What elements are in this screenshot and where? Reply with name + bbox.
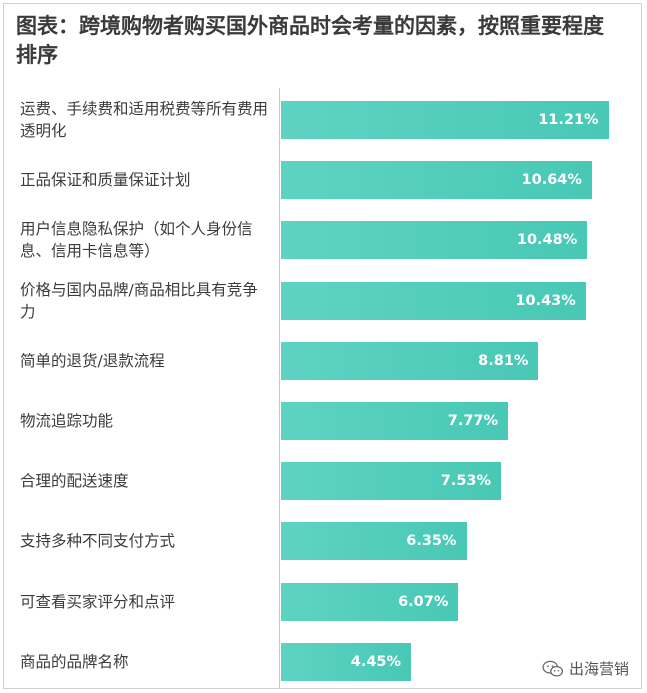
bar: 6.35% (281, 522, 467, 561)
bar: 4.45% (281, 642, 412, 681)
bar: 8.81% (281, 341, 539, 380)
bar: 10.48% (281, 221, 588, 260)
category-label: 合理的配送速度 (20, 472, 129, 491)
bar-value-label: 6.07% (398, 593, 449, 610)
chart-title: 图表：跨境购物者购买国外商品时会考量的因素，按照重要程度排序 (16, 14, 604, 67)
bar: 7.53% (281, 462, 502, 501)
bar-value-label: 11.21% (538, 112, 599, 128)
wechat-icon (542, 660, 564, 677)
category-label: 支持多种不同支付方式 (20, 532, 176, 551)
bar-value-label: 10.64% (521, 172, 582, 189)
category-label: 简单的退货/退款流程 (20, 351, 165, 370)
bar: 10.64% (281, 161, 592, 200)
watermark-text: 出海营销 (568, 660, 629, 678)
category-label: 正品保证和质量保证计划 (20, 171, 191, 190)
category-label: 商品的品牌名称 (20, 652, 129, 671)
bar-value-label: 8.81% (478, 352, 529, 369)
bar-value-label: 10.43% (515, 292, 576, 309)
category-axis-line (279, 88, 280, 688)
watermark: 出海营销 (541, 658, 629, 679)
category-label: 运费、手续费和适用税费等所有费用透明化 (20, 100, 269, 140)
bar-value-label: 4.45% (350, 653, 402, 670)
bar: 7.77% (281, 402, 509, 440)
bar: 11.21% (281, 101, 609, 139)
category-label: 价格与国内品牌/商品相比具有竞争力 (20, 280, 258, 321)
category-label: 用户信息隐私保护（如个人身份信息、信用卡信息等） (20, 220, 253, 261)
bar-value-label: 7.53% (440, 473, 492, 490)
bar-value-label: 6.35% (406, 533, 457, 550)
category-label: 物流追踪功能 (20, 412, 114, 430)
bar-value-label: 10.48% (516, 232, 578, 249)
bar-value-label: 7.77% (447, 413, 499, 429)
bar: 6.07% (281, 582, 459, 621)
bar: 10.43% (281, 281, 586, 320)
category-label: 可查看买家评分和点评 (20, 592, 176, 611)
